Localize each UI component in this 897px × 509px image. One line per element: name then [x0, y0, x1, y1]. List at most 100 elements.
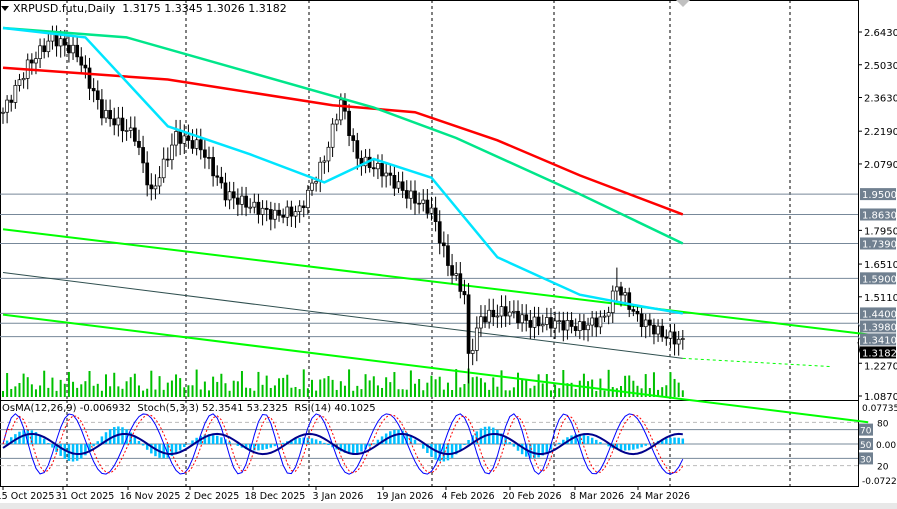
indicator-level-label: 20 [877, 463, 889, 473]
osma-axis-zero: 0.00 [876, 441, 896, 451]
candle-body [301, 205, 306, 209]
candle-body [388, 172, 393, 176]
candle-body [207, 157, 211, 159]
candle-body [470, 350, 475, 354]
candle-body [594, 317, 599, 328]
candle-body [203, 149, 207, 158]
level-price-label: 1.3410 [862, 335, 897, 346]
candle-body [639, 313, 644, 328]
candle-body [289, 206, 294, 217]
indicator-level-label: 30 [860, 455, 872, 465]
level-price-box [860, 188, 896, 201]
trendline-channel-upper [2, 228, 869, 336]
candle-body [672, 331, 677, 345]
candle-body [248, 206, 253, 209]
candle-body [392, 175, 397, 189]
candle-body [425, 199, 430, 214]
date-tick-label: 8 Mar 2026 [570, 491, 624, 502]
level-price-box [860, 307, 896, 320]
candle-body [334, 119, 339, 125]
candle-body [598, 316, 603, 328]
candle-body [297, 205, 302, 212]
candle-body [235, 197, 240, 205]
candle-body [569, 320, 574, 327]
candle-body [536, 316, 541, 327]
indicator-level-box [859, 423, 873, 436]
candle-body [479, 316, 483, 329]
candle-body [380, 163, 384, 177]
candle-body [273, 209, 277, 220]
candle-body [458, 273, 463, 292]
candle-body [112, 118, 117, 126]
osma-axis-min: -0.07226 [862, 477, 897, 487]
candle-body [116, 117, 121, 126]
candle-body [528, 320, 533, 328]
stoch-main: 52.3541 [202, 403, 244, 414]
candle-body [437, 221, 442, 244]
candle-body [9, 99, 14, 103]
candle-body [62, 38, 67, 46]
candle-body [198, 139, 203, 151]
candle-body [615, 286, 619, 292]
candle-body [586, 324, 590, 331]
candle-body [404, 190, 409, 199]
candle-body [227, 191, 232, 201]
candle-body [174, 131, 178, 146]
candle-body [186, 135, 191, 141]
indicator-level-label: 50 [860, 441, 872, 451]
price-tick-label: 1.2270 [864, 361, 897, 372]
candle-body [631, 309, 636, 312]
candle-body [318, 161, 323, 182]
candle-body [264, 207, 269, 210]
candle-body [223, 182, 228, 201]
candle-body [83, 64, 88, 69]
candle-body [573, 326, 578, 331]
indicator-level-box [859, 452, 873, 465]
candle-body [577, 321, 582, 331]
candle-body [668, 331, 673, 339]
candle-body [495, 315, 500, 318]
date-tick-label: 4 Feb 2026 [441, 491, 494, 502]
price-label-connector [857, 322, 861, 327]
candle-body [643, 319, 648, 328]
level-price-box [860, 272, 896, 285]
candle-body [400, 181, 405, 191]
candle-body [540, 324, 545, 327]
osma-axis-max: 0.077356 [862, 404, 897, 414]
candle-body [13, 85, 18, 103]
candle-body [240, 195, 244, 205]
price-tick-label: 1.5110 [864, 293, 897, 304]
candle-body [34, 58, 38, 64]
ohlc-low: 1.3026 [206, 2, 245, 15]
candle-body [507, 311, 512, 317]
trendline-channel-lower [2, 313, 869, 424]
indicator-header: OsMA(12,26,9) -0.006932 Stoch(5,3,3) 52.… [2, 403, 376, 414]
candle-body [75, 44, 80, 58]
candle-body [433, 207, 438, 223]
candle-body [623, 292, 627, 296]
level-price-label: 1.8630 [862, 210, 897, 221]
price-tick-label: 2.6430 [864, 28, 897, 39]
candle-body [58, 38, 63, 47]
ohlc-high: 1.3345 [164, 2, 203, 15]
moving-average-line [2, 66, 684, 216]
symbol-title: XRPUSD.futu,Daily [13, 2, 116, 15]
price-tick-label: 2.0790 [864, 160, 897, 171]
candle-body [680, 338, 685, 340]
chart-menu-triangle-icon[interactable] [1, 6, 9, 11]
time-axis [0, 487, 897, 503]
candle-body [190, 140, 195, 149]
rsi-line [2, 432, 683, 456]
candle-body [21, 78, 26, 81]
candle-body [310, 182, 314, 191]
indicator-level-label: 80 [877, 419, 889, 429]
stochastic-signal-line [2, 414, 684, 474]
date-tick-label: 20 Feb 2026 [502, 491, 561, 502]
candle-body [29, 59, 34, 64]
candle-body [149, 184, 154, 190]
candle-body [268, 209, 273, 220]
candle-body [219, 176, 224, 184]
candle-body [454, 273, 459, 276]
horizontal-scrollbar[interactable] [0, 503, 897, 509]
